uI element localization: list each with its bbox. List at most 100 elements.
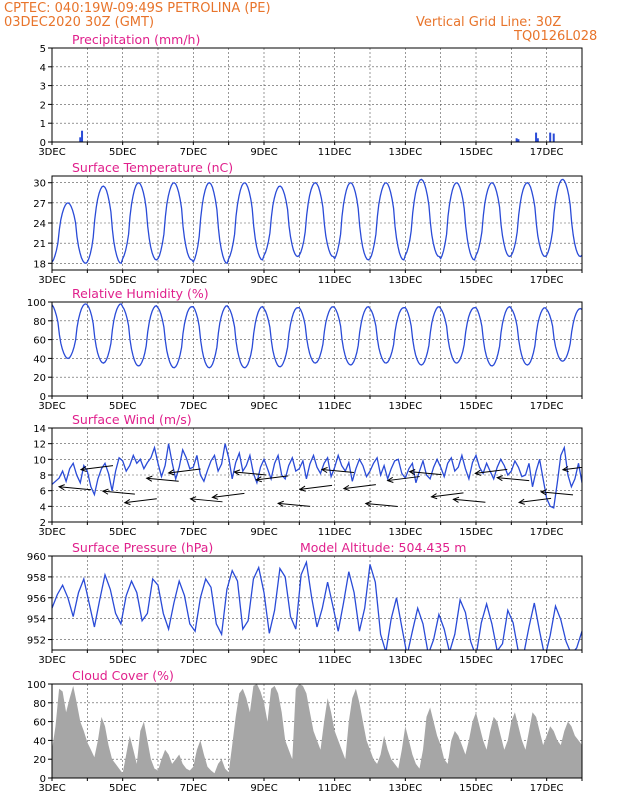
y-tick-label: 960 bbox=[27, 552, 46, 563]
x-tick-label: 15DEC bbox=[459, 147, 493, 158]
wind-arrow bbox=[365, 502, 398, 507]
model-code: TQ0126L028 bbox=[514, 29, 598, 44]
y-tick-label: 12 bbox=[33, 440, 46, 451]
vertical-grid-info: Vertical Grid Line: 30Z bbox=[416, 15, 562, 30]
wind-arrow bbox=[234, 471, 267, 476]
y-tick-label: 2 bbox=[40, 100, 46, 111]
y-tick-label: 2 bbox=[40, 518, 46, 529]
chart-header: CPTEC: 040:19W-09:49S PETROLINA (PE) 03D… bbox=[0, 0, 618, 48]
x-tick-label: 3DEC bbox=[38, 655, 65, 666]
wind-arrow-head bbox=[123, 499, 131, 506]
precip-bar bbox=[535, 132, 538, 142]
x-tick-label: 17DEC bbox=[530, 527, 564, 538]
x-tick-label: 9DEC bbox=[250, 275, 277, 286]
station-info: CPTEC: 040:19W-09:49S PETROLINA (PE) bbox=[4, 1, 271, 16]
series-cloud bbox=[52, 684, 582, 778]
x-tick-label: 11DEC bbox=[318, 147, 352, 158]
series-line-temp bbox=[52, 178, 582, 265]
wind-arrow bbox=[321, 469, 354, 474]
wind-arrow-head bbox=[430, 493, 438, 500]
x-tick-label: 17DEC bbox=[530, 147, 564, 158]
x-tick-label: 9DEC bbox=[250, 527, 277, 538]
precip-bar bbox=[79, 137, 82, 142]
x-tick-label: 13DEC bbox=[388, 527, 422, 538]
x-tick-label: 15DEC bbox=[459, 401, 493, 412]
series-temp bbox=[52, 178, 582, 265]
wind-arrow bbox=[387, 476, 420, 482]
x-tick-label: 13DEC bbox=[388, 147, 422, 158]
wind-arrow bbox=[102, 490, 135, 495]
wind-arrow-head bbox=[342, 484, 350, 492]
wind-arrow bbox=[168, 468, 201, 474]
wind-arrow-head bbox=[211, 493, 219, 500]
wind-arrow bbox=[519, 497, 552, 503]
x-tick-label: 3DEC bbox=[38, 275, 65, 286]
y-tick-label: 100 bbox=[27, 298, 46, 309]
x-tick-label: 15DEC bbox=[459, 783, 493, 794]
wind-arrow bbox=[497, 477, 530, 482]
x-tick-label: 17DEC bbox=[530, 783, 564, 794]
y-tick-label: 18 bbox=[33, 259, 46, 270]
x-tick-label: 7DEC bbox=[180, 783, 207, 794]
wind-arrow-head bbox=[452, 496, 460, 503]
y-tick-label: 6 bbox=[40, 487, 46, 498]
wind-arrow-head bbox=[189, 496, 197, 503]
panel-rh: 0 20 40 60 80 100 3DEC 5DEC 7DEC 9DEC 11DEC 13DEC 15… bbox=[27, 286, 583, 412]
x-tick-label: 3DEC bbox=[38, 147, 65, 158]
x-tick-label: 5DEC bbox=[109, 527, 136, 538]
wind-arrow bbox=[562, 466, 582, 471]
precip-bar bbox=[536, 138, 539, 142]
wind-arrow bbox=[256, 475, 289, 481]
wind-arrow-head bbox=[255, 476, 263, 483]
x-tick-label: 13DEC bbox=[388, 655, 422, 666]
x-tick-label: 7DEC bbox=[180, 527, 207, 538]
y-tick-label: 952 bbox=[27, 636, 46, 647]
x-tick-label: 9DEC bbox=[250, 783, 277, 794]
wind-arrow bbox=[59, 486, 92, 491]
wind-arrow-head bbox=[167, 469, 175, 476]
precip-bar bbox=[81, 130, 84, 142]
x-tick-label: 5DEC bbox=[109, 783, 136, 794]
x-tick-label: 17DEC bbox=[530, 655, 564, 666]
precip-bar bbox=[549, 132, 552, 142]
x-tick-label: 15DEC bbox=[459, 655, 493, 666]
x-tick-label: 9DEC bbox=[250, 147, 277, 158]
panel-precip: 0 1 2 3 4 5 3DEC 5DEC 7DEC 9DEC 11DEC 13DEC 15DEC 17D… bbox=[38, 32, 583, 158]
y-tick-label: 24 bbox=[33, 219, 46, 230]
panel-title: Precipitation (mm/h) bbox=[72, 32, 200, 47]
wind-arrow bbox=[343, 484, 376, 490]
series-rh bbox=[52, 303, 582, 369]
panel-temp: 18 21 24 27 30 3DEC 5DEC 7DEC 9DEC 11DEC 13DEC 15DE… bbox=[33, 160, 583, 286]
panel-title: Relative Humidity (%) bbox=[72, 286, 209, 301]
wind-arrow-head bbox=[364, 500, 372, 508]
x-tick-label: 7DEC bbox=[180, 147, 207, 158]
wind-arrow-head bbox=[298, 485, 306, 492]
precip-bar bbox=[552, 133, 555, 142]
y-tick-label: 40 bbox=[33, 354, 46, 365]
wind-arrow bbox=[80, 465, 114, 471]
wind-arrow-head bbox=[320, 466, 328, 474]
y-tick-label: 21 bbox=[33, 239, 46, 250]
y-tick-label: 30 bbox=[33, 179, 46, 190]
series-line-wind bbox=[52, 443, 582, 509]
y-tick-label: 100 bbox=[27, 680, 46, 691]
wind-arrow-head bbox=[233, 469, 241, 476]
x-tick-label: 9DEC bbox=[250, 655, 277, 666]
x-tick-label: 17DEC bbox=[530, 401, 564, 412]
x-tick-label: 3DEC bbox=[38, 527, 65, 538]
wind-arrow bbox=[299, 484, 333, 490]
x-tick-label: 9DEC bbox=[250, 401, 277, 412]
x-tick-label: 7DEC bbox=[180, 275, 207, 286]
x-tick-label: 15DEC bbox=[459, 527, 493, 538]
wind-arrow bbox=[212, 492, 245, 498]
x-tick-label: 11DEC bbox=[318, 401, 352, 412]
wind-arrow-head bbox=[561, 466, 569, 473]
x-tick-label: 11DEC bbox=[318, 527, 352, 538]
x-tick-label: 7DEC bbox=[180, 401, 207, 412]
y-tick-label: 20 bbox=[33, 755, 46, 766]
wind-arrow bbox=[146, 477, 179, 482]
y-tick-label: 8 bbox=[40, 471, 46, 482]
panel-frame bbox=[51, 683, 583, 779]
wind-arrow-head bbox=[57, 484, 65, 491]
